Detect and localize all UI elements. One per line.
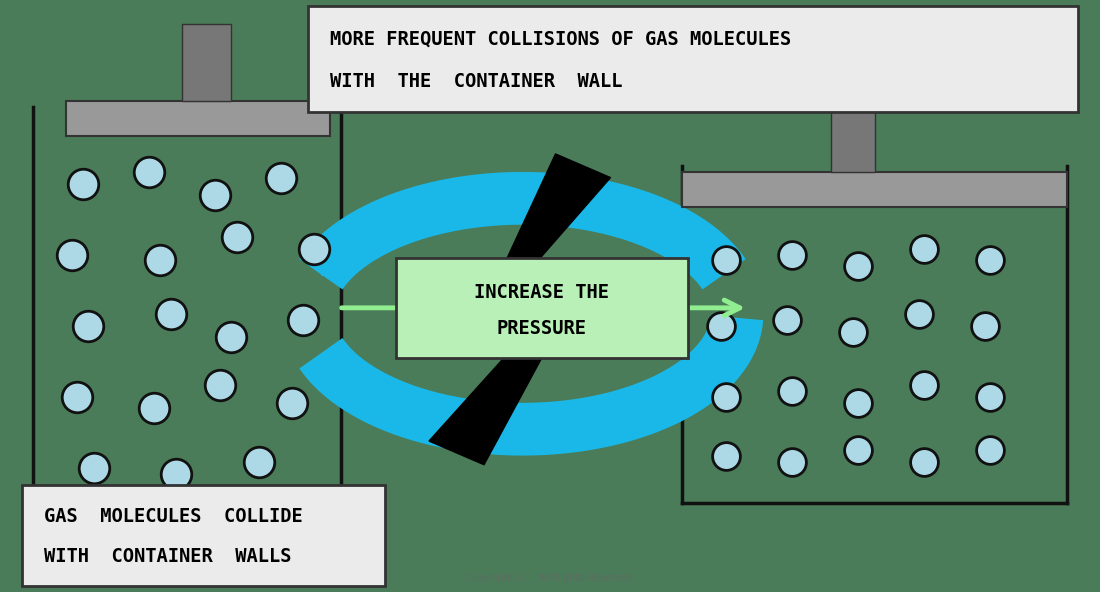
Point — [717, 392, 735, 401]
Point — [162, 309, 179, 318]
Point — [981, 256, 999, 265]
Point — [145, 404, 163, 413]
FancyBboxPatch shape — [308, 6, 1078, 112]
Point — [140, 167, 157, 176]
Text: WITH  THE  CONTAINER  WALL: WITH THE CONTAINER WALL — [330, 72, 623, 91]
Point — [915, 457, 933, 466]
Point — [783, 250, 801, 259]
FancyBboxPatch shape — [22, 485, 385, 586]
Point — [915, 244, 933, 253]
Point — [305, 244, 322, 253]
Point — [849, 398, 867, 407]
Polygon shape — [429, 154, 610, 465]
Bar — [66, 101, 330, 136]
Text: GAS  MOLECULES  COLLIDE: GAS MOLECULES COLLIDE — [44, 507, 302, 526]
Point — [981, 392, 999, 401]
Point — [976, 321, 993, 330]
Text: PRESSURE: PRESSURE — [497, 319, 586, 338]
Point — [79, 321, 97, 330]
Bar — [830, 71, 874, 172]
Point — [981, 445, 999, 455]
Point — [294, 315, 311, 324]
Point — [849, 445, 867, 455]
Point — [85, 463, 102, 472]
Text: MORE FREQUENT COLLISIONS OF GAS MOLECULES: MORE FREQUENT COLLISIONS OF GAS MOLECULE… — [330, 30, 791, 49]
Point — [228, 232, 245, 242]
Point — [910, 309, 927, 318]
Point — [717, 256, 735, 265]
Point — [783, 457, 801, 466]
Point — [63, 250, 80, 259]
Point — [272, 173, 289, 182]
Point — [222, 333, 240, 342]
Point — [717, 451, 735, 461]
Point — [849, 262, 867, 271]
Point — [283, 398, 300, 407]
Point — [712, 321, 729, 330]
Point — [844, 327, 861, 336]
Bar — [182, 24, 231, 101]
Point — [915, 380, 933, 390]
Point — [250, 457, 267, 466]
Point — [68, 392, 86, 401]
FancyBboxPatch shape — [396, 258, 688, 358]
Point — [151, 256, 168, 265]
Point — [167, 469, 185, 478]
Point — [211, 380, 229, 390]
Text: WITH  CONTAINER  WALLS: WITH CONTAINER WALLS — [44, 547, 292, 566]
Text: Copyright S...  All Rights Reserved: Copyright S... All Rights Reserved — [466, 573, 634, 583]
Point — [783, 386, 801, 395]
Text: INCREASE THE: INCREASE THE — [474, 283, 609, 302]
Bar — [682, 172, 1067, 207]
Point — [74, 179, 91, 188]
Point — [206, 191, 223, 200]
Point — [778, 315, 795, 324]
